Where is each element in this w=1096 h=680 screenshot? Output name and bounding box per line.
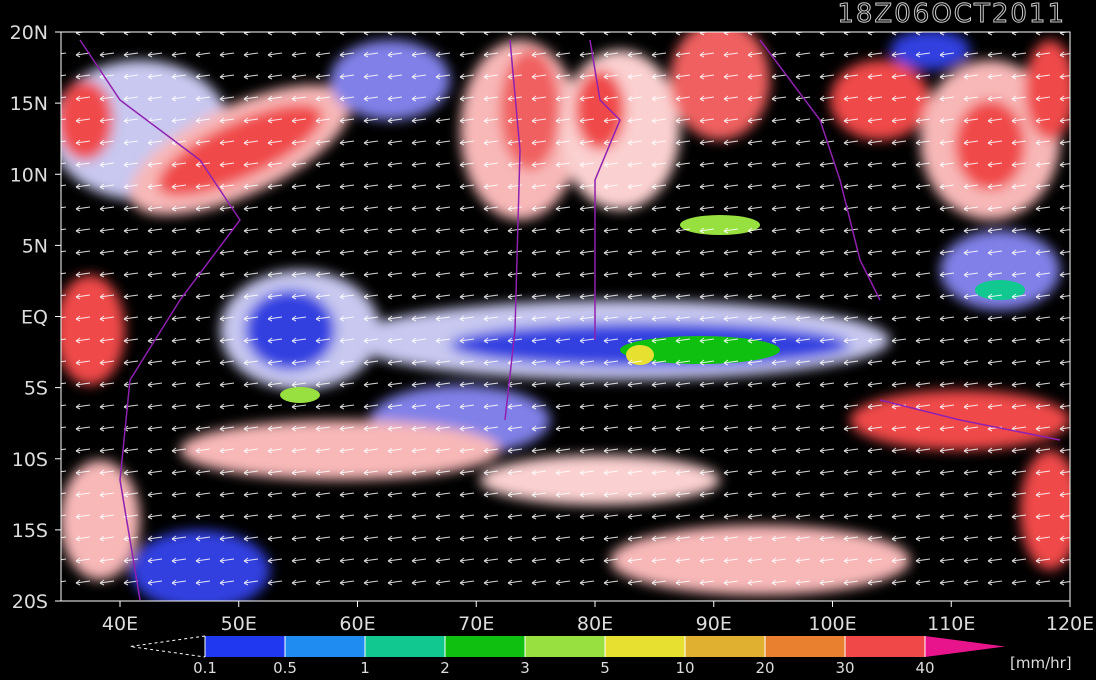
title: 18Z06OCT2011	[837, 0, 1066, 29]
lat-label: 5S	[24, 378, 48, 400]
colorbar-label: 0.1	[193, 659, 217, 677]
colorbar-segment	[205, 636, 285, 657]
colorbar-segment	[285, 636, 365, 657]
colorbar-segment	[845, 636, 925, 657]
coastlines	[79, 39, 1061, 601]
colorbar-segment	[685, 636, 765, 657]
colorbar-label: 30	[835, 659, 854, 677]
colorbar-segment	[525, 636, 605, 657]
lat-label: 15S	[12, 520, 48, 542]
lat-label: EQ	[21, 307, 48, 329]
colorbar-over	[925, 636, 1005, 657]
lon-label: 110E	[927, 613, 975, 635]
lat-label: 10S	[12, 449, 48, 471]
colorbar-label: 5	[600, 659, 610, 677]
lon-label: 40E	[102, 613, 138, 635]
colorbar-segment	[765, 636, 845, 657]
lon-label: 70E	[458, 613, 494, 635]
colorbar-label: 10	[675, 659, 694, 677]
lat-label: 10N	[10, 164, 48, 186]
lat-label: 15N	[10, 93, 48, 115]
colorbar-label: 3	[520, 659, 530, 677]
colorbar-label: 0.5	[273, 659, 297, 677]
lon-label: 120E	[1046, 613, 1094, 635]
colorbar-label: 40	[915, 659, 934, 677]
colorbar-segment	[605, 636, 685, 657]
lat-label: 20S	[12, 591, 48, 613]
colorbar-label: 2	[440, 659, 450, 677]
colorbar-segment	[365, 636, 445, 657]
colorbar-label: 20	[755, 659, 774, 677]
colorbar-under	[129, 635, 206, 658]
map-field	[61, 32, 1070, 601]
colorbar-unit: [mm/hr]	[1010, 654, 1072, 672]
colorbar-label: 1	[360, 659, 370, 677]
lon-label: 90E	[696, 613, 732, 635]
colorbar-segment	[445, 636, 525, 657]
lat-label: 20N	[10, 22, 48, 44]
lat-label: 5N	[22, 235, 48, 257]
lon-label: 60E	[339, 613, 375, 635]
lon-label: 80E	[577, 613, 613, 635]
lon-label: 100E	[808, 613, 856, 635]
lon-label: 50E	[221, 613, 257, 635]
